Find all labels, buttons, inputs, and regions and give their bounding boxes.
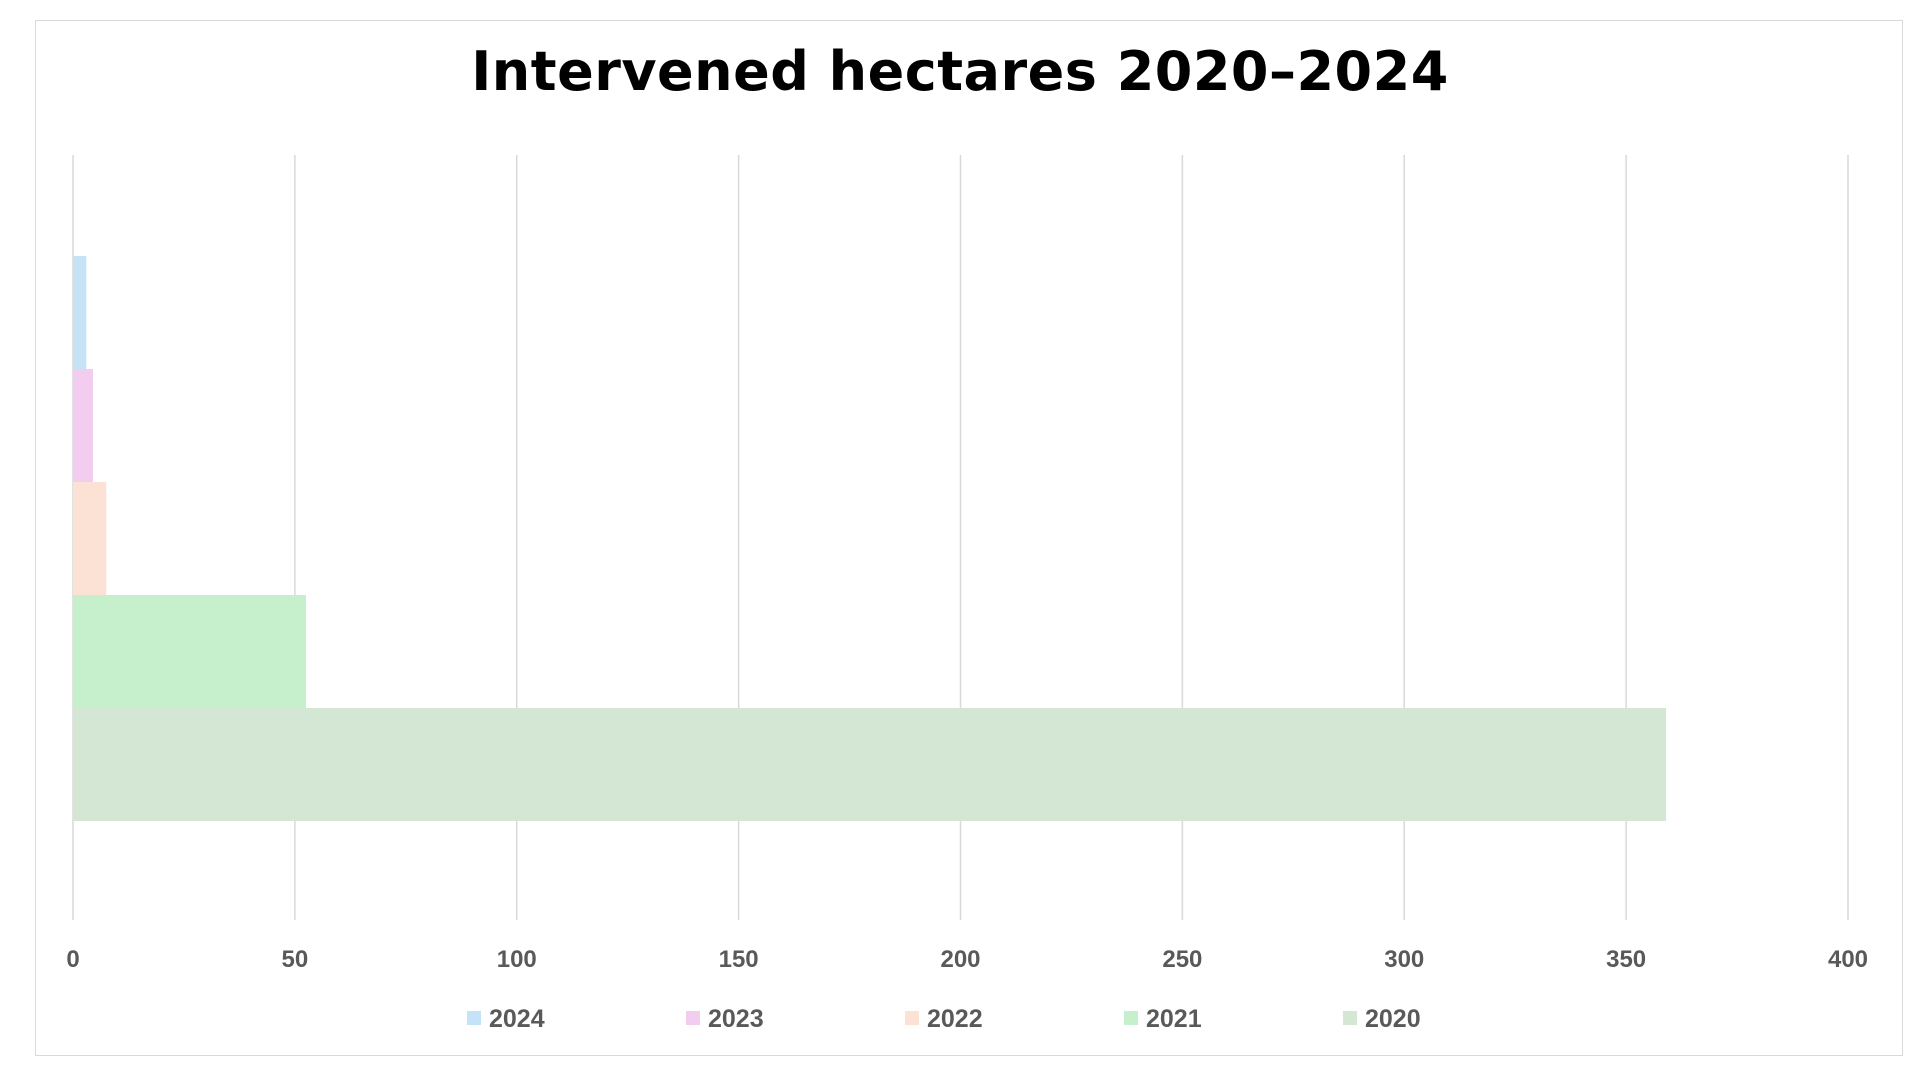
legend-swatch-2024 <box>467 1011 481 1025</box>
x-tick-label: 150 <box>719 946 759 973</box>
bar-2022 <box>73 482 107 595</box>
legend: 2024 2023 2022 2021 2020 <box>467 1005 1421 1033</box>
legend-swatch-2020 <box>1343 1011 1357 1025</box>
bar-2023 <box>73 369 93 482</box>
x-tick-label: 200 <box>940 946 980 973</box>
legend-swatch-2022 <box>905 1011 919 1025</box>
bar-2021 <box>73 595 306 708</box>
chart-frame <box>35 20 1903 1056</box>
legend-label-2022: 2022 <box>927 1005 983 1033</box>
legend-label-2023: 2023 <box>708 1005 764 1033</box>
x-tick-label: 350 <box>1606 946 1646 973</box>
legend-label-2021: 2021 <box>1146 1005 1202 1033</box>
x-tick-label: 400 <box>1828 946 1868 973</box>
chart-title: Intervened hectares 2020–2024 <box>471 40 1449 103</box>
x-tick-label: 300 <box>1384 946 1424 973</box>
legend-swatch-2021 <box>1124 1011 1138 1025</box>
x-tick-label: 50 <box>282 946 309 973</box>
legend-label-2024: 2024 <box>489 1005 545 1033</box>
x-tick-label: 250 <box>1162 946 1202 973</box>
bar-2020 <box>73 708 1667 821</box>
bar-2024 <box>73 256 87 369</box>
x-axis-ticks: 0 50 100 150 200 250 300 350 400 <box>66 946 1868 973</box>
x-tick-label: 100 <box>497 946 537 973</box>
legend-label-2020: 2020 <box>1365 1005 1421 1033</box>
bars <box>73 256 1667 821</box>
legend-swatch-2023 <box>686 1011 700 1025</box>
x-tick-label: 0 <box>66 946 79 973</box>
